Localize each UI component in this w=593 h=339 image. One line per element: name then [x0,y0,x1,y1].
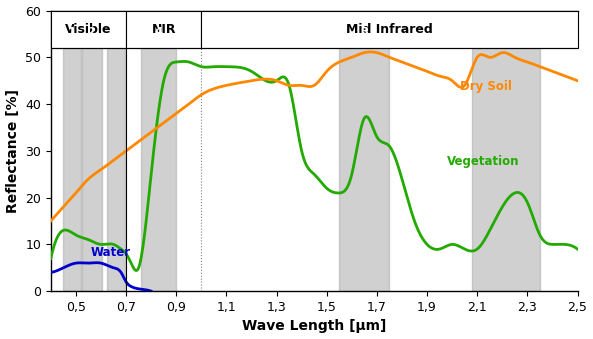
FancyBboxPatch shape [201,11,578,48]
FancyBboxPatch shape [126,11,201,48]
Text: Mid Infrared: Mid Infrared [346,23,433,36]
Text: Vegetation: Vegetation [447,155,519,168]
Y-axis label: Reflectance [%]: Reflectance [%] [5,89,20,213]
Bar [63,11,81,291]
Text: Dry Soil: Dry Soil [460,80,512,93]
Text: 7: 7 [502,27,510,37]
X-axis label: Wave Length [µm]: Wave Length [µm] [242,319,387,334]
Text: 3: 3 [111,27,119,37]
Text: 4: 4 [155,27,162,37]
Text: Water: Water [91,246,131,259]
Text: 5: 5 [361,27,368,37]
Text: Visible: Visible [65,23,111,36]
Bar [472,11,540,291]
Bar [141,11,176,291]
Text: 2: 2 [87,27,95,37]
Bar [107,11,125,291]
Bar [82,11,102,291]
Text: 1: 1 [68,27,75,37]
Text: NIR: NIR [151,23,176,36]
FancyBboxPatch shape [51,11,126,48]
Bar [339,11,390,291]
